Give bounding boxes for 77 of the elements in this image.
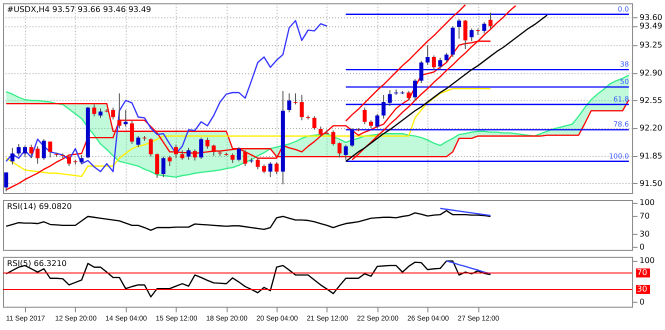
candlestick [482, 22, 486, 34]
candlestick [117, 92, 122, 129]
candlestick [180, 150, 184, 160]
candlestick [300, 94, 304, 121]
candlestick [42, 138, 46, 160]
y-tick-label: 100 [640, 198, 655, 208]
candlestick [294, 92, 298, 105]
candlestick [36, 146, 40, 164]
candlestick [413, 78, 418, 101]
line-series [345, 4, 466, 122]
candlestick [287, 92, 292, 113]
candlestick [10, 147, 14, 165]
candlestick [136, 136, 140, 148]
candlestick [205, 137, 210, 150]
candlestick [426, 44, 430, 66]
y-tick-label: 0 [640, 242, 645, 252]
candlestick [23, 145, 28, 158]
line-series [5, 88, 492, 178]
candlestick [186, 147, 191, 160]
candlestick [375, 113, 380, 129]
candlestick [29, 144, 34, 159]
candlestick [470, 28, 474, 42]
y-tick-label: 93.60 [640, 12, 662, 22]
candlestick [67, 155, 72, 167]
candlestick [155, 152, 160, 178]
candlestick [406, 90, 411, 101]
candlestick [161, 156, 166, 178]
chart-title: #USDX,H4 93.57 93.66 93.46 93.49 [6, 5, 152, 14]
chart-title: RSI(14) 69.0820 [6, 202, 72, 211]
candlestick [199, 137, 204, 160]
candlestick [432, 54, 436, 70]
line-series [5, 20, 328, 172]
candlestick [274, 162, 279, 174]
y-tick-label: 92.20 [640, 124, 662, 133]
y-tick-label: 92.90 [640, 68, 662, 78]
line-series [440, 208, 492, 216]
candlestick [92, 104, 96, 117]
y-tick-label: 93.25 [640, 40, 662, 50]
candlestick [268, 162, 272, 178]
y-tick-label: 100 [640, 256, 655, 266]
candlestick [111, 107, 116, 120]
candlestick [362, 107, 367, 125]
candlestick [192, 148, 197, 162]
y-tick-label: 91.50 [640, 178, 662, 188]
candlestick [4, 172, 8, 192]
candlestick [350, 128, 354, 148]
y-tick-label: 0 [640, 297, 645, 306]
y-tick-label: 91.85 [640, 151, 662, 160]
candlestick [168, 155, 172, 167]
candlestick [419, 60, 424, 84]
y-tick-label: 92.55 [640, 96, 662, 105]
line-series [5, 260, 492, 298]
candlestick [312, 116, 316, 130]
candlestick [388, 90, 392, 106]
candlestick [457, 18, 462, 40]
y-tick-label: 70 [640, 211, 650, 220]
candlestick [174, 144, 178, 159]
candlestick [212, 144, 216, 156]
candlestick [230, 152, 235, 164]
chart-title: RSI(5) 66.3210 [6, 258, 67, 268]
candlestick [344, 144, 348, 160]
candlestick [48, 141, 52, 158]
candlestick [236, 146, 241, 162]
candlestick [130, 120, 134, 144]
line-series [345, 14, 548, 162]
candlestick [98, 108, 102, 118]
candlestick [382, 94, 386, 120]
y-tick-label: 93.49 [640, 22, 662, 31]
candlestick [488, 12, 493, 30]
line-series [446, 260, 492, 274]
candlestick [256, 158, 260, 170]
line-series [5, 210, 492, 231]
y-tick-label: 30 [640, 229, 650, 238]
candlestick [318, 126, 323, 137]
candlestick [16, 143, 21, 156]
candlestick [148, 138, 153, 158]
candlestick [438, 57, 442, 70]
